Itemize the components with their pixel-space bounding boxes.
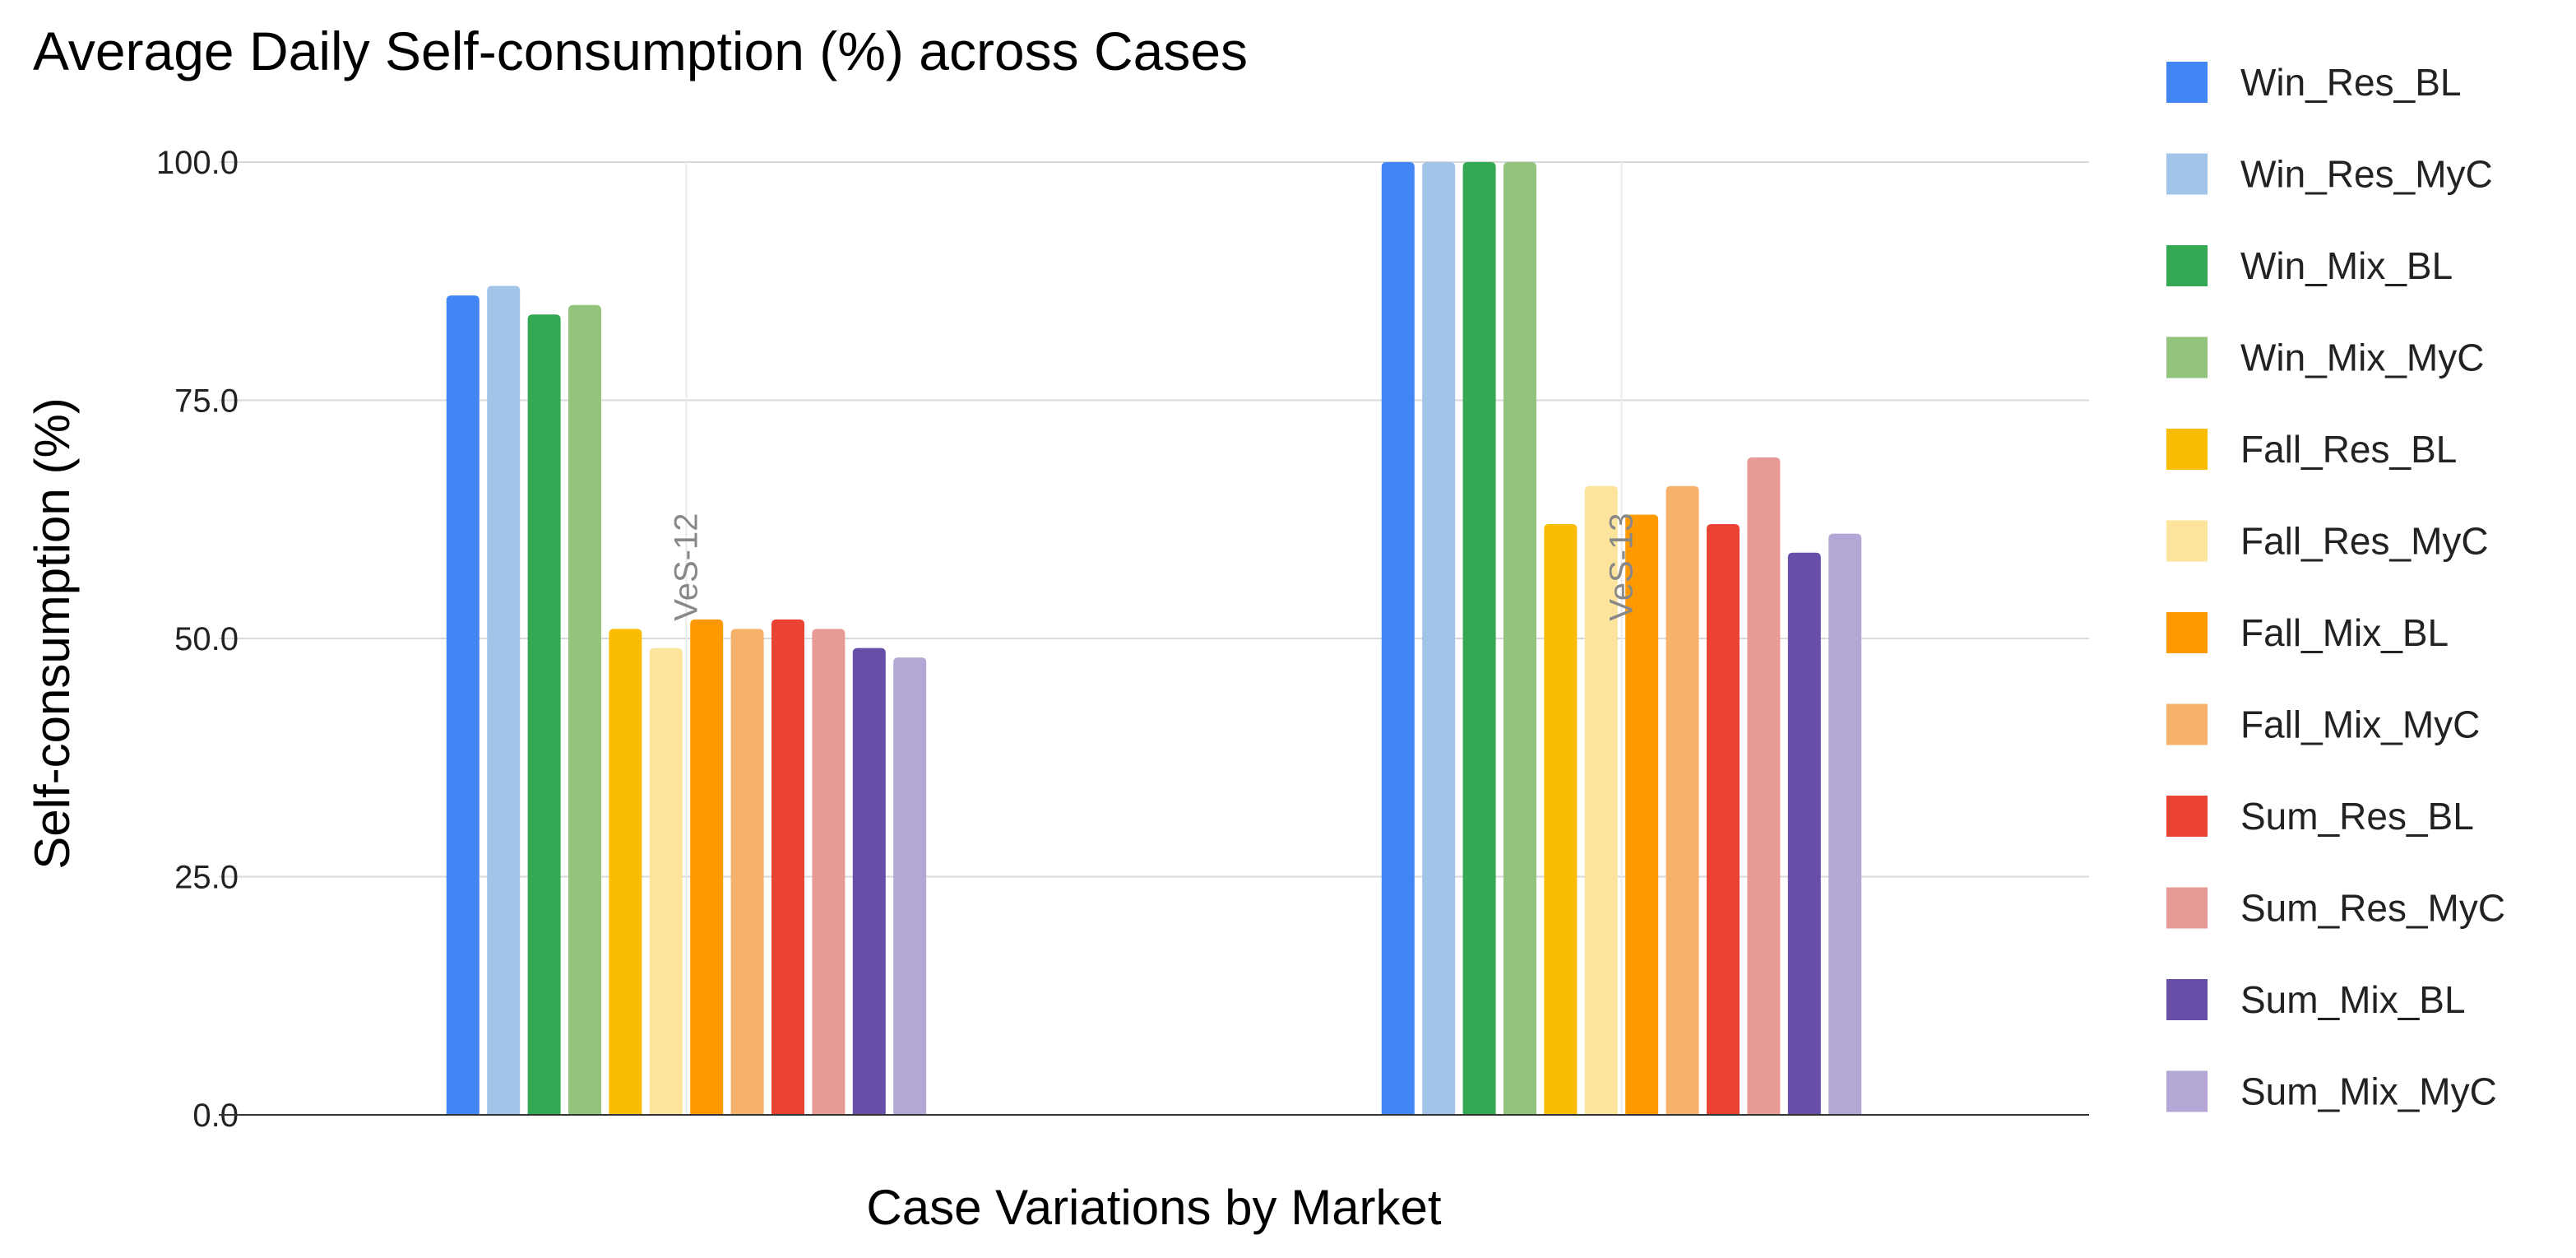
bar: [1544, 524, 1578, 1115]
legend-label: Sum_Mix_BL: [2240, 978, 2466, 1021]
bar: [609, 629, 642, 1115]
legend-label: Win_Res_BL: [2240, 61, 2461, 104]
x-axis-label: Case Variations by Market: [866, 1180, 1442, 1235]
category-label: VeS-12: [669, 513, 705, 621]
bar: [1828, 533, 1862, 1115]
legend-swatch: [2166, 703, 2208, 745]
bar: [487, 285, 521, 1115]
bar: [893, 657, 927, 1115]
legend-swatch: [2166, 1070, 2208, 1112]
y-tick-label: 50.0: [174, 621, 239, 657]
legend: Win_Res_BL Win_Res_MyC Win_Mix_BL Win_Mix_M…: [2166, 61, 2505, 1113]
legend-swatch: [2166, 612, 2208, 653]
bars: [446, 162, 1862, 1115]
bar: [1381, 162, 1415, 1115]
legend-label: Win_Res_MyC: [2240, 153, 2493, 196]
y-tick-label: 100.0: [156, 145, 239, 181]
bar: [812, 629, 846, 1115]
bar: [1503, 162, 1536, 1115]
bar: [1707, 524, 1740, 1115]
legend-label: Sum_Mix_MyC: [2240, 1070, 2497, 1113]
legend-swatch: [2166, 62, 2208, 103]
legend-swatch: [2166, 337, 2208, 378]
bar: [446, 295, 480, 1115]
legend-label: Sum_Res_BL: [2240, 795, 2474, 838]
legend-label: Win_Mix_MyC: [2240, 337, 2484, 379]
legend-swatch: [2166, 796, 2208, 837]
legend-swatch: [2166, 153, 2208, 195]
bar: [1747, 457, 1781, 1115]
legend-swatch: [2166, 429, 2208, 470]
bar: [690, 619, 724, 1115]
bar: [1462, 162, 1496, 1115]
chart-title: Average Daily Self-consumption (%) acros…: [33, 21, 1248, 81]
bar: [1584, 485, 1618, 1115]
legend-label: Fall_Mix_BL: [2240, 611, 2449, 654]
bar: [1787, 552, 1821, 1115]
bar: [649, 648, 683, 1115]
bar: [771, 619, 804, 1115]
bar: [527, 314, 561, 1115]
y-axis-label: Self-consumption (%): [25, 397, 80, 870]
legend-swatch: [2166, 979, 2208, 1020]
legend-swatch: [2166, 245, 2208, 286]
legend-label: Fall_Res_MyC: [2240, 520, 2489, 563]
legend-swatch: [2166, 520, 2208, 562]
bar: [730, 629, 764, 1115]
legend-swatch: [2166, 887, 2208, 929]
legend-label: Fall_Mix_MyC: [2240, 703, 2480, 746]
y-tick-label: 75.0: [174, 383, 239, 420]
bar: [1625, 514, 1659, 1115]
category-labels: VeS-12 VeS-13: [669, 513, 1640, 621]
legend-label: Sum_Res_MyC: [2240, 887, 2505, 930]
bar: [1666, 485, 1699, 1115]
y-tick-label: 25.0: [174, 860, 239, 896]
bar: [1422, 162, 1456, 1115]
legend-label: Win_Mix_BL: [2240, 244, 2453, 287]
legend-label: Fall_Res_BL: [2240, 428, 2457, 471]
bar: [852, 648, 886, 1115]
category-label: VeS-13: [1604, 513, 1640, 621]
bar: [568, 304, 601, 1115]
